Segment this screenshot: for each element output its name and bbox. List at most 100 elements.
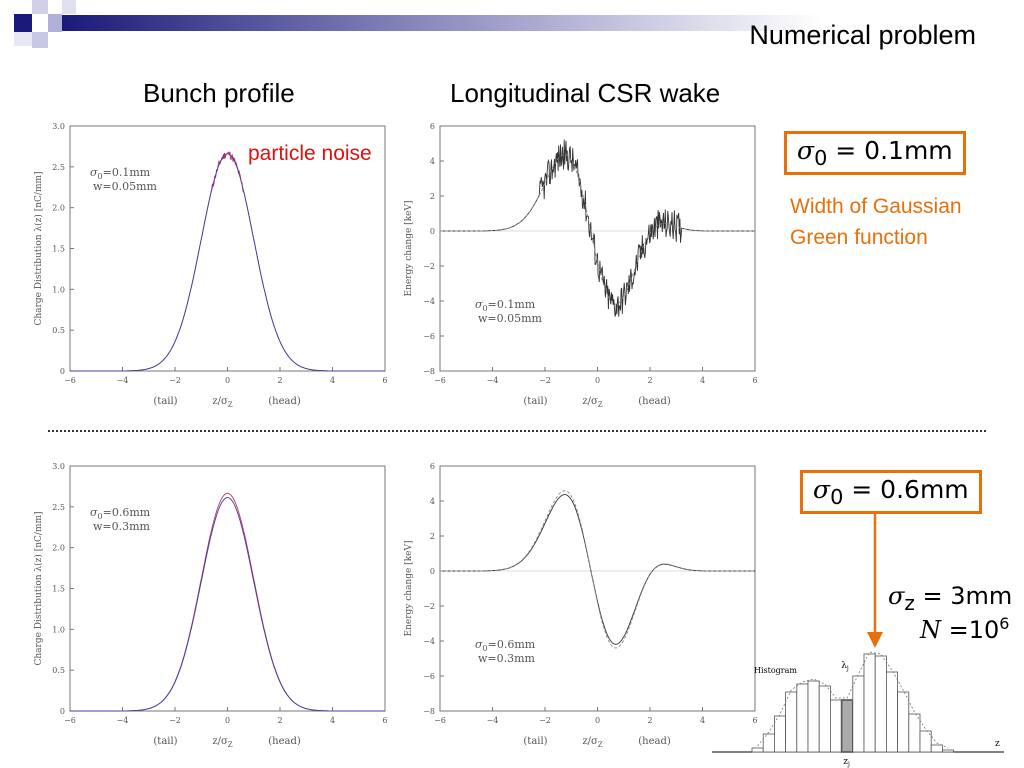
x-tick-label: −4 <box>117 716 129 725</box>
deco-square <box>14 32 32 46</box>
x-tick-label: 2 <box>277 376 282 385</box>
y-axis-label: Energy change [keV] <box>404 541 414 637</box>
x-axis-label: z/σZ <box>582 736 602 748</box>
x-tick-label: −2 <box>169 716 181 725</box>
x-axis-label: z/σZ <box>212 736 232 748</box>
slide-decoration <box>14 0 822 48</box>
tail-label: (tail) <box>153 396 177 407</box>
y-tick-label: 0.5 <box>52 666 65 675</box>
x-tick-label: −4 <box>487 376 499 385</box>
y-tick-label: 1.0 <box>52 625 65 634</box>
particle-noise-label: particle noise <box>248 142 372 165</box>
y-tick-label: −2 <box>423 602 435 611</box>
y-tick-label: −8 <box>423 367 435 376</box>
lambda-j-label: λj <box>841 661 849 672</box>
x-axis-label-sub: Z <box>228 401 233 408</box>
x-axis-label-sub: Z <box>228 741 233 748</box>
y-tick-label: 2.0 <box>52 204 65 213</box>
y-tick-label: 1.0 <box>52 285 65 294</box>
histogram-diagram: Histogram λj zj z <box>712 651 1004 768</box>
plot-frame <box>69 465 386 712</box>
annotation-sigma-symbol: σ <box>90 166 98 179</box>
x-tick-label: 2 <box>277 716 282 725</box>
plot-frame <box>439 125 756 372</box>
section-divider <box>48 430 986 432</box>
x-tick-label: −2 <box>539 716 551 725</box>
y-tick-label: 3.0 <box>52 462 65 471</box>
histogram-bar <box>941 749 954 753</box>
x-tick-label: 2 <box>647 716 652 725</box>
sigma-subscript: 0 <box>830 485 844 509</box>
y-tick-label: 0 <box>60 367 65 376</box>
deco-square <box>32 32 48 48</box>
annotation-width: w=0.05mm <box>93 180 158 193</box>
csr-wake-heading: Longitudinal CSR wake <box>450 78 721 108</box>
y-tick-label: −6 <box>423 672 435 681</box>
zj-label: zj <box>843 757 850 768</box>
x-tick-label: 0 <box>595 376 600 385</box>
annotation-sigma: σ0=0.6mm <box>90 506 151 521</box>
note-line-2: Green function <box>790 226 928 249</box>
annotation-sigma-value: =0.6mm <box>488 638 536 651</box>
tail-label: (tail) <box>523 736 547 747</box>
y-tick-label: 0.5 <box>52 326 65 335</box>
histogram-bar <box>874 655 887 753</box>
y-tick-label: 2 <box>430 532 435 541</box>
x-tick-label: 2 <box>647 376 652 385</box>
series-line <box>440 154 755 305</box>
sigma0-value: = 0.1mm <box>827 136 953 165</box>
x-axis-label-sub: Z <box>598 741 603 748</box>
x-tick-label: −2 <box>539 376 551 385</box>
head-label: (head) <box>268 396 301 407</box>
deco-square <box>32 0 48 14</box>
y-tick-label: 0 <box>430 227 435 236</box>
histogram-title: Histogram <box>754 666 797 675</box>
x-tick-label: 4 <box>700 376 705 385</box>
sigma-symbol: σ <box>813 475 831 504</box>
y-tick-label: 0 <box>430 567 435 576</box>
title-gradient-bar <box>62 15 822 31</box>
y-tick-label: 2.5 <box>52 503 65 512</box>
x-tick-label: 6 <box>752 376 757 385</box>
x-tick-label: −6 <box>64 376 76 385</box>
x-axis-label-sub: Z <box>598 401 603 408</box>
particle-count-equation: N =106 <box>920 614 1009 644</box>
annotation-sigma-symbol: σ <box>90 506 98 519</box>
annotation-sigma-value: =0.6mm <box>103 506 151 519</box>
sigma-z-value: = 3mm <box>914 582 1013 610</box>
x-axis-label: z/σZ <box>212 396 232 408</box>
bunch-profile-heading: Bunch profile <box>143 78 295 108</box>
sigma-subscript: 0 <box>814 146 828 170</box>
n-value: =10 <box>941 616 1000 644</box>
orange-arrow <box>867 512 883 648</box>
annotation-sigma: σ0=0.1mm <box>475 298 536 313</box>
histogram-bar <box>785 691 798 753</box>
series-line <box>440 139 755 317</box>
series-line <box>440 490 755 649</box>
annotation-sigma-value: =0.1mm <box>488 298 536 311</box>
histogram-bar <box>852 675 865 753</box>
z-axis-label: z <box>995 739 1000 749</box>
deco-square <box>48 14 62 32</box>
x-tick-label: 4 <box>700 716 705 725</box>
y-tick-label: 4 <box>430 497 435 506</box>
annotation-sigma-value: =0.1mm <box>103 166 151 179</box>
histogram-envelope <box>757 651 949 749</box>
annotation-width: w=0.3mm <box>93 520 151 533</box>
gaussian-width-note: Width of Gaussian Green function <box>790 191 1020 253</box>
x-tick-label: 6 <box>382 376 387 385</box>
deco-square <box>62 0 76 14</box>
x-tick-label: 0 <box>225 716 230 725</box>
x-tick-label: 4 <box>330 716 335 725</box>
histogram-bar <box>840 699 854 753</box>
annotation-sigma: σ0=0.1mm <box>90 166 151 181</box>
sigma-symbol: σ <box>888 582 905 610</box>
y-tick-label: 0 <box>60 707 65 716</box>
csr-wake-top-chart: −6 −4 −2 0 2 4 6 −8 −6 −4 −2 0 2 4 6 z/σZ (tail) (head) En… <box>400 118 770 413</box>
x-tick-label: −2 <box>169 376 181 385</box>
y-tick-label: 2.0 <box>52 544 65 553</box>
sigma-symbol: σ <box>797 136 815 165</box>
histogram-bar <box>908 713 921 753</box>
histogram-bar <box>863 653 876 753</box>
x-tick-label: −4 <box>487 716 499 725</box>
